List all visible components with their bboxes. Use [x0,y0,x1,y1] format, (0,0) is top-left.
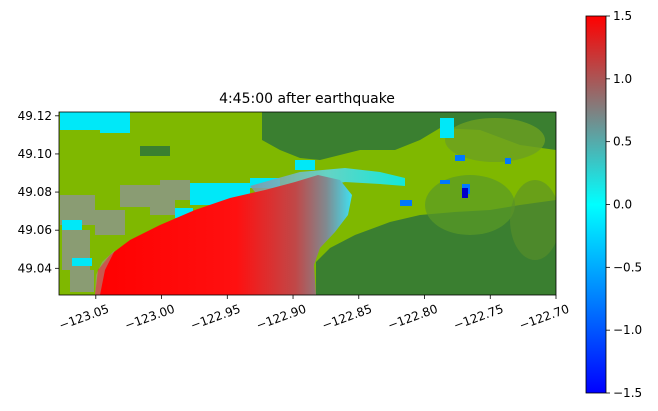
urban-patches [60,180,190,292]
hill-patch-3 [510,180,556,260]
y-tick-label: 49.08 [18,185,52,199]
colorbar-ticks: −1.5 −1.0 −0.5 0.0 0.5 1.0 1.5 [606,9,642,400]
x-tick-label: −122.70 [517,302,571,333]
colorbar-tick-label: 1.0 [613,72,632,86]
x-tick-label: −123.05 [57,302,111,333]
flood-plume [95,175,352,295]
x-tick-label: −122.75 [452,302,506,333]
plot-frame [58,111,557,296]
colorbar-tick-label: 0.0 [613,198,632,212]
dark-blue-patch [462,188,468,198]
chart-title: 4:45:00 after earthquake [219,91,395,107]
hill-patch-2 [425,175,515,235]
x-tick-label: −122.85 [320,302,374,333]
y-tick-label: 49.04 [18,261,52,275]
map-image [59,112,556,295]
colorbar-tick-label: −1.5 [613,386,642,400]
y-tick-label: 49.06 [18,223,52,237]
colorbar-tick-label: −1.0 [613,323,642,337]
flood-fringe [95,250,115,295]
x-tick-label: −123.00 [123,302,177,333]
colorbar-tick-label: 0.5 [613,135,632,149]
colorbar-tick-label: 1.5 [613,9,632,23]
x-tick-label: −122.95 [189,302,243,333]
x-axis: −123.05 −123.00 −122.95 −122.90 −122.85 −122.… [57,295,571,333]
x-tick-label: −122.90 [254,302,308,333]
hill-patch-1 [445,118,545,162]
x-tick-label: −122.80 [386,302,440,333]
y-tick-label: 49.12 [18,109,52,123]
y-tick-label: 49.10 [18,147,52,161]
y-axis: 49.04 49.06 49.08 49.10 49.12 [18,109,59,275]
colorbar: −1.5 −1.0 −0.5 0.0 0.5 1.0 1.5 [585,9,642,400]
colorbar-tick-label: −0.5 [613,260,642,274]
dry-land-strip [140,146,170,156]
colorbar-gradient [585,15,607,394]
